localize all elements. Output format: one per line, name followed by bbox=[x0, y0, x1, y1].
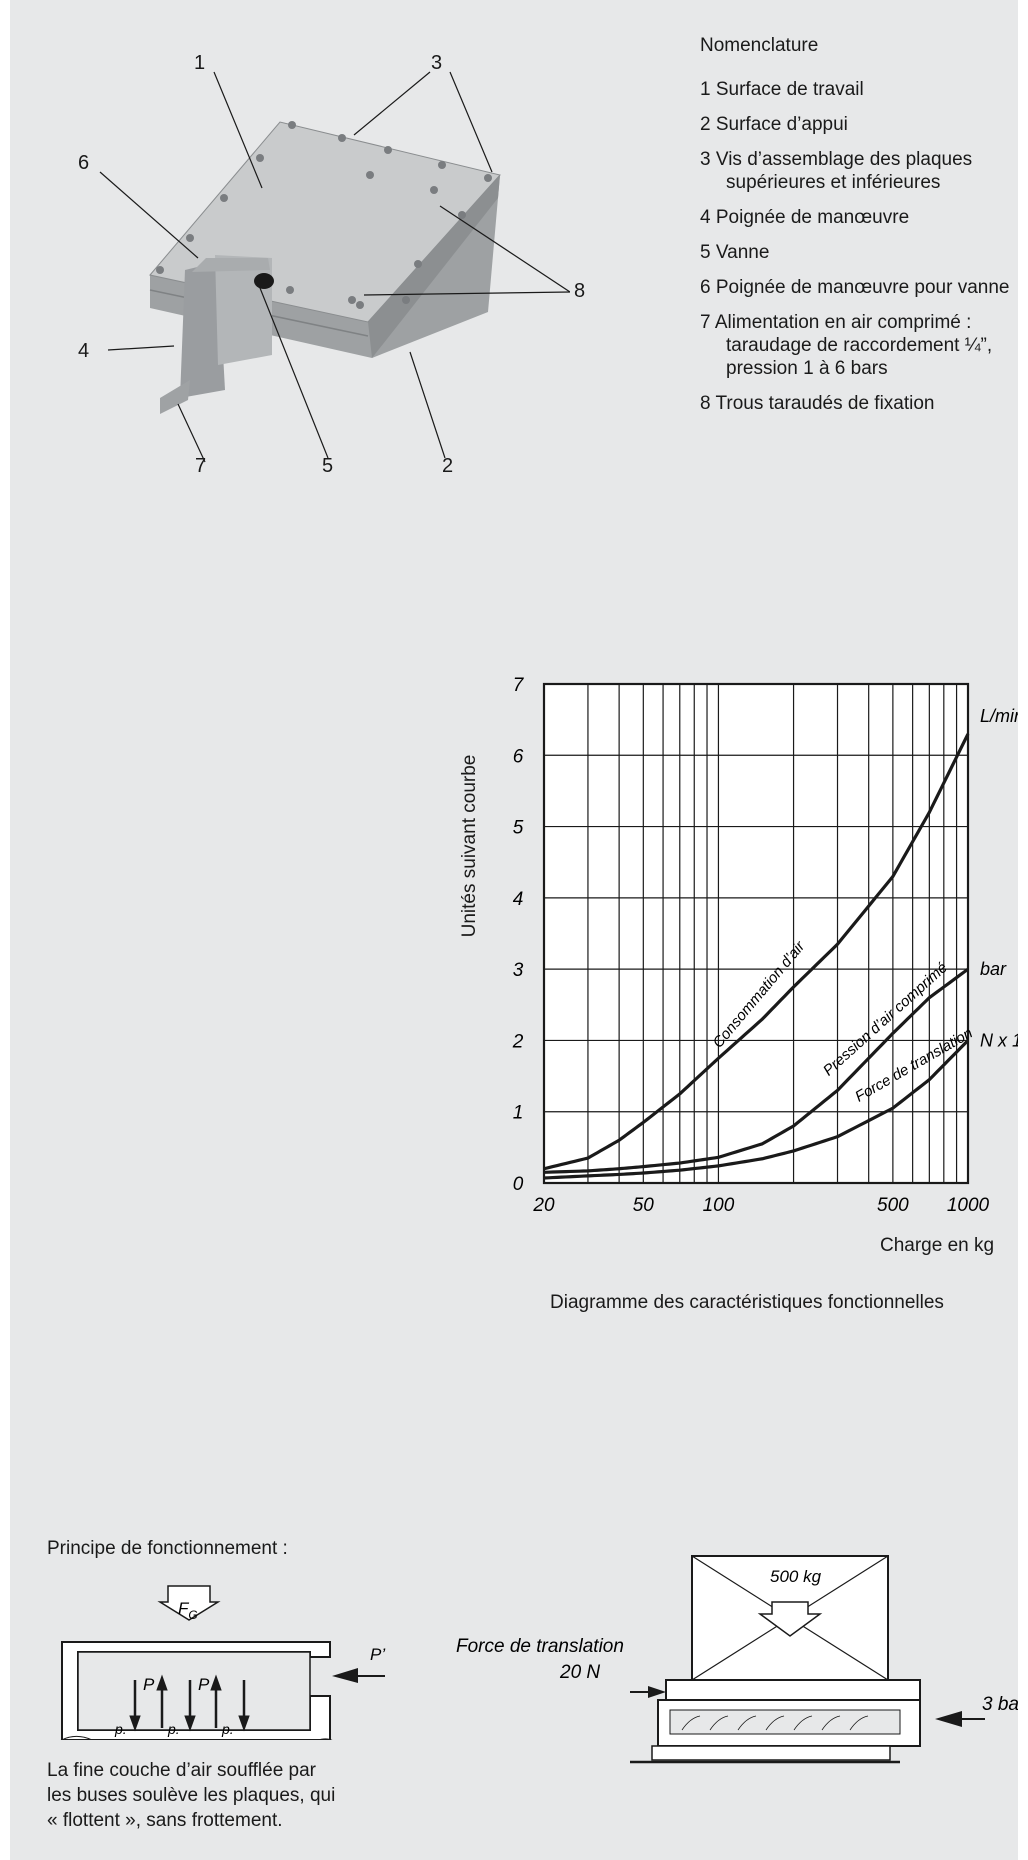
callout-8: 8 bbox=[574, 280, 586, 302]
load-diagram: 500 kg Force de translation 20 N 3 bar bbox=[456, 1555, 1018, 1764]
series-unit-label: bar bbox=[980, 959, 1007, 979]
callout-3: 3 bbox=[431, 52, 443, 74]
y-tick-label: 6 bbox=[513, 746, 524, 767]
p-small-label: p. bbox=[114, 1721, 127, 1737]
maneuver-handle-4 bbox=[180, 262, 225, 398]
p-large-label: P bbox=[143, 1675, 155, 1694]
page: 1 3 6 8 4 7 5 2 Nomenclature 1 Surface d… bbox=[10, 0, 1018, 1860]
callout-1: 1 bbox=[194, 52, 206, 74]
base-rail bbox=[651, 1745, 891, 1761]
pressure-arrow bbox=[935, 1711, 962, 1727]
callout-lines bbox=[99, 71, 570, 463]
air-flow-lines bbox=[60, 1735, 333, 1740]
x-axis-label: Charge en kg bbox=[880, 1235, 995, 1256]
principle-diagram: FG P’ P P p. p. p. bbox=[60, 1585, 385, 1740]
weight-arrow bbox=[157, 1585, 221, 1621]
y-tick-label: 0 bbox=[513, 1174, 524, 1195]
force-value: 20 N bbox=[559, 1662, 600, 1683]
series-line bbox=[543, 733, 970, 1171]
y-tick-label: 3 bbox=[513, 960, 524, 981]
x-tick-label: 20 bbox=[532, 1195, 555, 1216]
force-arrow bbox=[648, 1686, 666, 1698]
series-line bbox=[543, 1039, 970, 1180]
upper-plate bbox=[665, 1679, 921, 1701]
load-arrow bbox=[757, 1601, 823, 1637]
y-tick-label: 7 bbox=[513, 675, 525, 696]
nomenclature-item: 6 Poignée de manœuvre pour vanne bbox=[700, 277, 1010, 298]
nomenclature-item: 3 Vis d’assemblage des plaques supérieure… bbox=[700, 149, 973, 193]
x-tick-label: 100 bbox=[703, 1195, 735, 1216]
air-cushion bbox=[669, 1709, 901, 1735]
y-tick-label: 5 bbox=[513, 818, 524, 839]
x-tick-label: 50 bbox=[633, 1195, 655, 1216]
pressure-arrows bbox=[129, 1674, 250, 1732]
description-line: La fine couche d’air soufflée par bbox=[47, 1760, 316, 1781]
screws bbox=[156, 121, 492, 309]
nomenclature-item: 5 Vanne bbox=[700, 242, 770, 263]
principle-title: Principe de fonctionnement : bbox=[47, 1538, 288, 1559]
nomenclature-title: Nomenclature bbox=[700, 35, 819, 56]
series-unit-label: N x 10 bbox=[980, 1030, 1018, 1050]
valve-lever-6 bbox=[192, 258, 270, 272]
nomenclature-list: 1 Surface de travail 2 Surface d’appui 3… bbox=[700, 78, 1018, 415]
product-illustration bbox=[99, 71, 570, 463]
nomenclature-item: 1 Surface de travail bbox=[700, 79, 864, 100]
p-prime-label: P’ bbox=[370, 1645, 385, 1664]
nomenclature-item: 8 Trous taraudés de fixation bbox=[700, 393, 935, 414]
nomenclature-item: 7 Alimentation en air comprimé : taraudag… bbox=[700, 312, 993, 379]
y-tick-label: 1 bbox=[513, 1103, 524, 1124]
plot-area bbox=[544, 684, 968, 1183]
air-inlet-arrow bbox=[332, 1668, 358, 1683]
air-flow-lines bbox=[681, 1715, 869, 1731]
y-axis-label: Unités suivant courbe bbox=[459, 754, 480, 938]
callout-4: 4 bbox=[78, 340, 90, 362]
load-label: 500 kg bbox=[770, 1567, 822, 1586]
series-line bbox=[543, 967, 969, 1174]
fg-symbol: FG bbox=[178, 1599, 198, 1622]
force-label: Force de translation bbox=[456, 1636, 624, 1657]
pressure-label: 3 bar bbox=[982, 1694, 1018, 1715]
series-unit-label: L/min. bbox=[980, 706, 1018, 726]
nomenclature-item: 4 Poignée de manœuvre bbox=[700, 207, 910, 228]
callout-2: 2 bbox=[442, 455, 454, 477]
p-small-label: p. bbox=[167, 1721, 180, 1737]
callout-7: 7 bbox=[195, 455, 207, 477]
callout-5: 5 bbox=[322, 455, 334, 477]
principle-description: La fine couche d’air soufflée par les bu… bbox=[47, 1758, 335, 1833]
y-tick-label: 2 bbox=[512, 1031, 524, 1052]
x-tick-label: 1000 bbox=[947, 1195, 990, 1216]
chart-caption: Diagramme des caractéristiques fonctionn… bbox=[550, 1292, 944, 1313]
description-line: les buses soulève les plaques, qui bbox=[47, 1785, 336, 1806]
y-tick-label: 4 bbox=[513, 889, 524, 910]
x-tick-label: 500 bbox=[877, 1195, 909, 1216]
plot-frame bbox=[542, 682, 970, 1185]
plate-right-edge bbox=[368, 175, 500, 358]
callout-6: 6 bbox=[78, 152, 90, 174]
description-line: « flottent », sans frottement. bbox=[47, 1810, 283, 1831]
nomenclature-item: 2 Surface d’appui bbox=[700, 114, 848, 135]
p-large-label: P bbox=[198, 1675, 210, 1694]
p-small-label: p. bbox=[221, 1721, 234, 1737]
air-connector-7 bbox=[160, 380, 190, 414]
